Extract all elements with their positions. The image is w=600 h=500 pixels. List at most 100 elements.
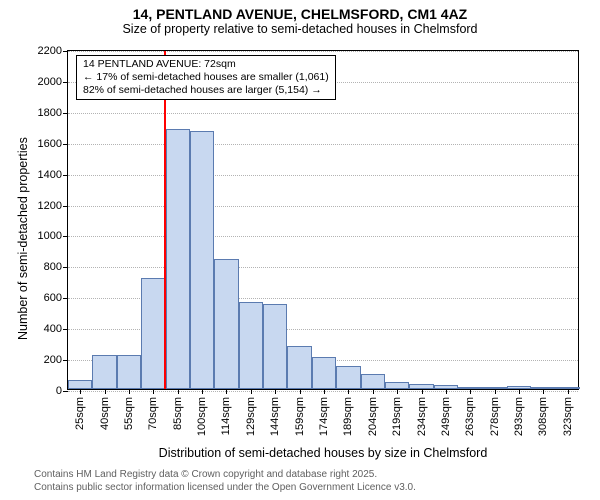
x-tick-mark — [324, 389, 325, 394]
x-axis-label: Distribution of semi-detached houses by … — [67, 446, 579, 460]
x-tick-mark — [80, 389, 81, 394]
x-tick-mark — [470, 389, 471, 394]
y-tick-mark — [63, 113, 68, 114]
y-tick-mark — [63, 144, 68, 145]
x-tick-label: 234sqm — [416, 397, 428, 436]
x-tick-label: 70sqm — [147, 397, 159, 430]
histogram-bar — [166, 129, 190, 389]
y-tick-mark — [63, 206, 68, 207]
y-tick-label: 400 — [44, 323, 62, 335]
y-tick-mark — [63, 391, 68, 392]
histogram-bar — [312, 357, 336, 389]
y-tick-mark — [63, 175, 68, 176]
x-tick-mark — [105, 389, 106, 394]
x-tick-mark — [202, 389, 203, 394]
page-subtitle: Size of property relative to semi-detach… — [0, 22, 600, 36]
x-tick-mark — [543, 389, 544, 394]
gridline — [68, 391, 578, 392]
histogram-bar — [190, 131, 214, 389]
y-tick-mark — [63, 329, 68, 330]
x-tick-label: 204sqm — [367, 397, 379, 436]
x-tick-label: 263sqm — [464, 397, 476, 436]
y-tick-label: 1200 — [38, 200, 62, 212]
x-tick-mark — [495, 389, 496, 394]
histogram-bar — [361, 374, 385, 389]
x-tick-label: 189sqm — [342, 397, 354, 436]
gridline — [68, 175, 578, 176]
x-tick-label: 114sqm — [220, 397, 232, 435]
x-tick-mark — [178, 389, 179, 394]
x-tick-label: 308sqm — [537, 397, 549, 436]
x-tick-label: 100sqm — [196, 397, 208, 436]
x-tick-label: 40sqm — [99, 397, 111, 430]
x-tick-mark — [129, 389, 130, 394]
gridline — [68, 206, 578, 207]
gridline — [68, 113, 578, 114]
x-tick-mark — [251, 389, 252, 394]
x-tick-label: 174sqm — [318, 397, 330, 436]
x-tick-mark — [568, 389, 569, 394]
reference-line — [164, 51, 166, 389]
y-tick-mark — [63, 360, 68, 361]
x-tick-label: 278sqm — [489, 397, 501, 436]
histogram-bar — [263, 304, 287, 389]
x-tick-mark — [373, 389, 374, 394]
x-tick-mark — [348, 389, 349, 394]
x-tick-label: 25sqm — [74, 397, 86, 430]
x-tick-mark — [300, 389, 301, 394]
y-tick-mark — [63, 51, 68, 52]
x-tick-label: 85sqm — [172, 397, 184, 430]
y-tick-label: 1800 — [38, 107, 62, 119]
x-tick-mark — [422, 389, 423, 394]
y-tick-label: 2000 — [38, 76, 62, 88]
histogram-bar — [68, 380, 92, 389]
page-title: 14, PENTLAND AVENUE, CHELMSFORD, CM1 4AZ — [0, 0, 600, 22]
y-tick-label: 200 — [44, 354, 62, 366]
gridline — [68, 144, 578, 145]
x-tick-label: 293sqm — [513, 397, 525, 436]
histogram-bar — [336, 366, 360, 389]
x-tick-mark — [446, 389, 447, 394]
y-tick-label: 1000 — [38, 230, 62, 242]
histogram-bar — [239, 302, 263, 389]
y-tick-label: 1400 — [38, 169, 62, 181]
x-tick-mark — [153, 389, 154, 394]
annotation-box: 14 PENTLAND AVENUE: 72sqm← 17% of semi-d… — [76, 55, 336, 100]
x-tick-label: 323sqm — [562, 397, 574, 436]
x-tick-label: 144sqm — [269, 397, 281, 436]
y-tick-label: 1600 — [38, 138, 62, 150]
x-tick-label: 219sqm — [391, 397, 403, 436]
gridline — [68, 236, 578, 237]
histogram-bar — [92, 355, 116, 389]
x-tick-label: 129sqm — [245, 397, 257, 436]
histogram-bar — [287, 346, 311, 389]
y-tick-mark — [63, 267, 68, 268]
gridline — [68, 51, 578, 52]
gridline — [68, 267, 578, 268]
histogram-bar — [385, 382, 409, 389]
histogram-bar — [141, 278, 165, 389]
histogram-bar — [117, 355, 141, 389]
y-axis-label: Number of semi-detached properties — [16, 137, 30, 340]
y-tick-label: 600 — [44, 292, 62, 304]
annotation-line: 82% of semi-detached houses are larger (… — [83, 84, 329, 97]
x-tick-mark — [519, 389, 520, 394]
chart-plot-area: 0200400600800100012001400160018002000220… — [67, 50, 579, 390]
annotation-line: 14 PENTLAND AVENUE: 72sqm — [83, 58, 329, 71]
y-tick-label: 800 — [44, 261, 62, 273]
x-tick-label: 55sqm — [123, 397, 135, 430]
x-tick-mark — [397, 389, 398, 394]
x-tick-label: 159sqm — [294, 397, 306, 436]
histogram-bar — [214, 259, 238, 389]
attribution-text: Contains HM Land Registry data © Crown c… — [0, 469, 600, 494]
y-tick-label: 2200 — [38, 45, 62, 57]
y-tick-mark — [63, 236, 68, 237]
attribution-line: Contains HM Land Registry data © Crown c… — [34, 469, 600, 482]
y-tick-mark — [63, 82, 68, 83]
y-tick-mark — [63, 298, 68, 299]
x-tick-mark — [275, 389, 276, 394]
annotation-line: ← 17% of semi-detached houses are smalle… — [83, 71, 329, 84]
x-tick-mark — [226, 389, 227, 394]
attribution-line: Contains public sector information licen… — [34, 482, 600, 495]
y-tick-label: 0 — [56, 385, 62, 397]
